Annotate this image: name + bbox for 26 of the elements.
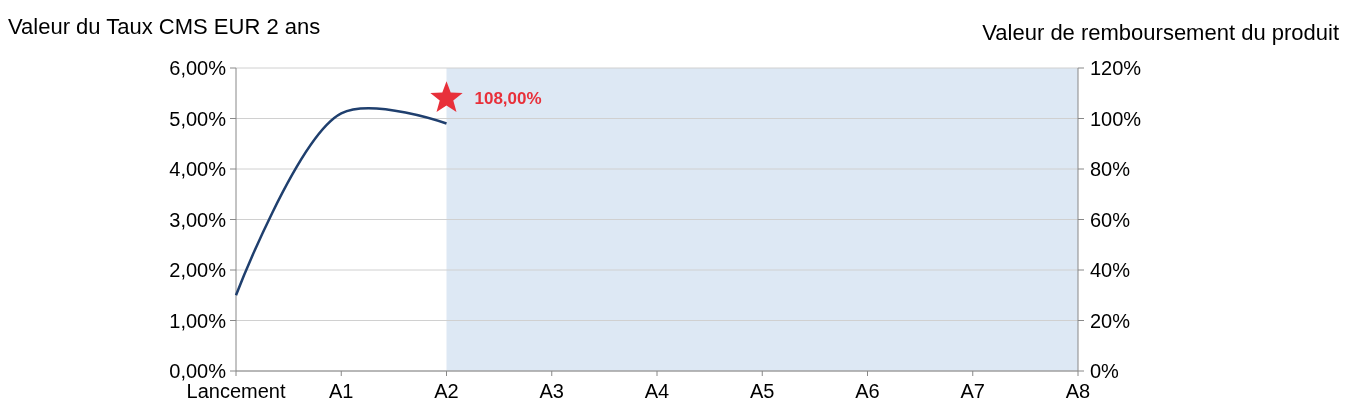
y-tick-label: 3,00% (169, 208, 227, 231)
x-tick-label: Lancement (186, 380, 286, 402)
y-tick-label: 5,00% (169, 107, 227, 130)
x-tick-label: A2 (434, 380, 459, 402)
y2-tick-label: 40% (1090, 259, 1131, 281)
y2-tick-label: 20% (1090, 309, 1131, 332)
x-tick-label: A8 (1065, 380, 1091, 402)
y-tick-label: 1,00% (169, 309, 227, 332)
y2-axis-title: Valeur de remboursement du produit (982, 20, 1339, 45)
data-label: 108,00% (474, 89, 542, 109)
x-tick-label: A7 (960, 380, 985, 402)
y2-tick-label: 0% (1090, 360, 1120, 382)
y-tick-label: 4,00% (169, 158, 227, 180)
y-tick-label: 0,00% (169, 360, 227, 382)
x-tick-label: A5 (750, 380, 775, 402)
y-tick-label: 2,00% (169, 259, 227, 281)
y2-tick-label: 60% (1090, 208, 1131, 231)
y-tick-label: 6,00% (169, 57, 227, 79)
y2-tick-label: 100% (1090, 107, 1142, 130)
x-tick-label: A3 (539, 380, 564, 402)
x-tick-label: A6 (855, 380, 880, 402)
y2-tick-label: 80% (1090, 158, 1131, 180)
x-tick-label: A1 (329, 380, 354, 402)
y2-tick-label: 120% (1090, 57, 1142, 79)
y-axis-title: Valeur du Taux CMS EUR 2 ans (8, 14, 321, 39)
x-tick-label: A4 (644, 380, 670, 402)
